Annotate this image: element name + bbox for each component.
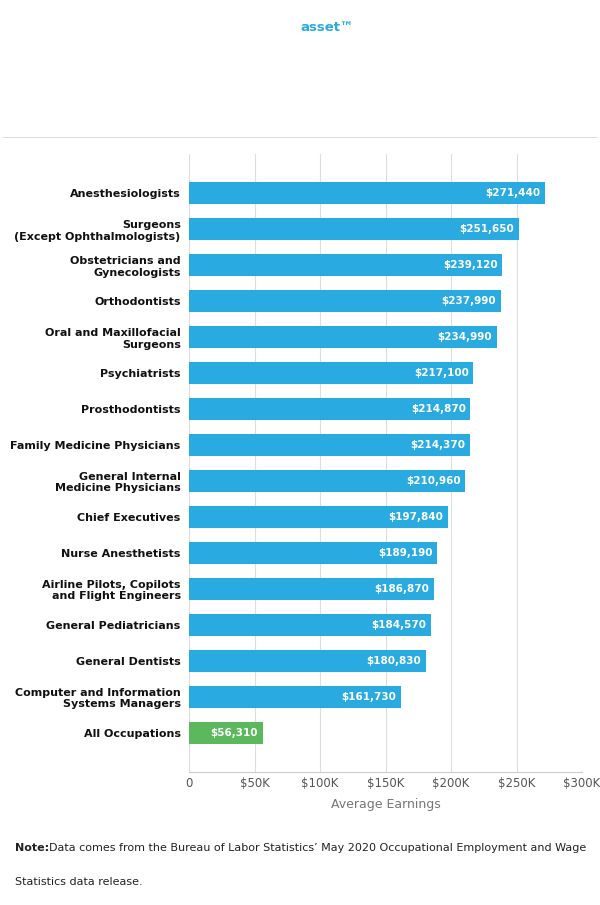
Text: $161,730: $161,730 bbox=[341, 691, 396, 701]
Text: $184,570: $184,570 bbox=[371, 620, 426, 630]
Bar bbox=[189, 254, 502, 276]
Text: $197,840: $197,840 bbox=[389, 512, 443, 522]
Bar bbox=[189, 721, 263, 744]
Text: $217,100: $217,100 bbox=[414, 368, 469, 378]
Text: $210,960: $210,960 bbox=[406, 476, 461, 486]
Text: $189,190: $189,190 bbox=[378, 548, 432, 557]
X-axis label: Average Earnings: Average Earnings bbox=[331, 798, 440, 811]
Text: $214,870: $214,870 bbox=[411, 404, 466, 414]
Bar bbox=[189, 542, 437, 564]
Text: $234,990: $234,990 bbox=[437, 332, 492, 342]
Bar bbox=[189, 362, 473, 384]
Text: smart: smart bbox=[257, 21, 300, 34]
Bar bbox=[189, 506, 448, 528]
Text: Statistics data release.: Statistics data release. bbox=[15, 877, 143, 887]
Bar bbox=[189, 614, 431, 636]
Bar bbox=[189, 433, 470, 456]
Text: Note:: Note: bbox=[15, 843, 49, 853]
Bar bbox=[189, 577, 434, 600]
Text: $239,120: $239,120 bbox=[443, 260, 497, 270]
Text: asset™: asset™ bbox=[300, 21, 353, 34]
Bar bbox=[189, 182, 545, 205]
Text: Highest-Paying Jobs in the U.S.: Highest-Paying Jobs in the U.S. bbox=[0, 71, 600, 105]
Bar bbox=[189, 470, 466, 492]
Text: Data comes from the Bureau of Labor Statistics’ May 2020 Occupational Employment: Data comes from the Bureau of Labor Stat… bbox=[49, 843, 586, 853]
Text: $251,650: $251,650 bbox=[460, 224, 514, 234]
Bar bbox=[189, 290, 501, 312]
Text: $214,370: $214,370 bbox=[410, 440, 465, 450]
Text: $186,870: $186,870 bbox=[374, 584, 429, 594]
Bar bbox=[189, 326, 497, 348]
Text: $56,310: $56,310 bbox=[211, 728, 258, 738]
Text: $271,440: $271,440 bbox=[485, 188, 540, 198]
Text: $237,990: $237,990 bbox=[442, 296, 496, 306]
Text: $180,830: $180,830 bbox=[367, 656, 421, 666]
Bar bbox=[189, 398, 470, 420]
Bar bbox=[189, 686, 401, 708]
Bar bbox=[189, 650, 426, 672]
Bar bbox=[189, 218, 518, 240]
